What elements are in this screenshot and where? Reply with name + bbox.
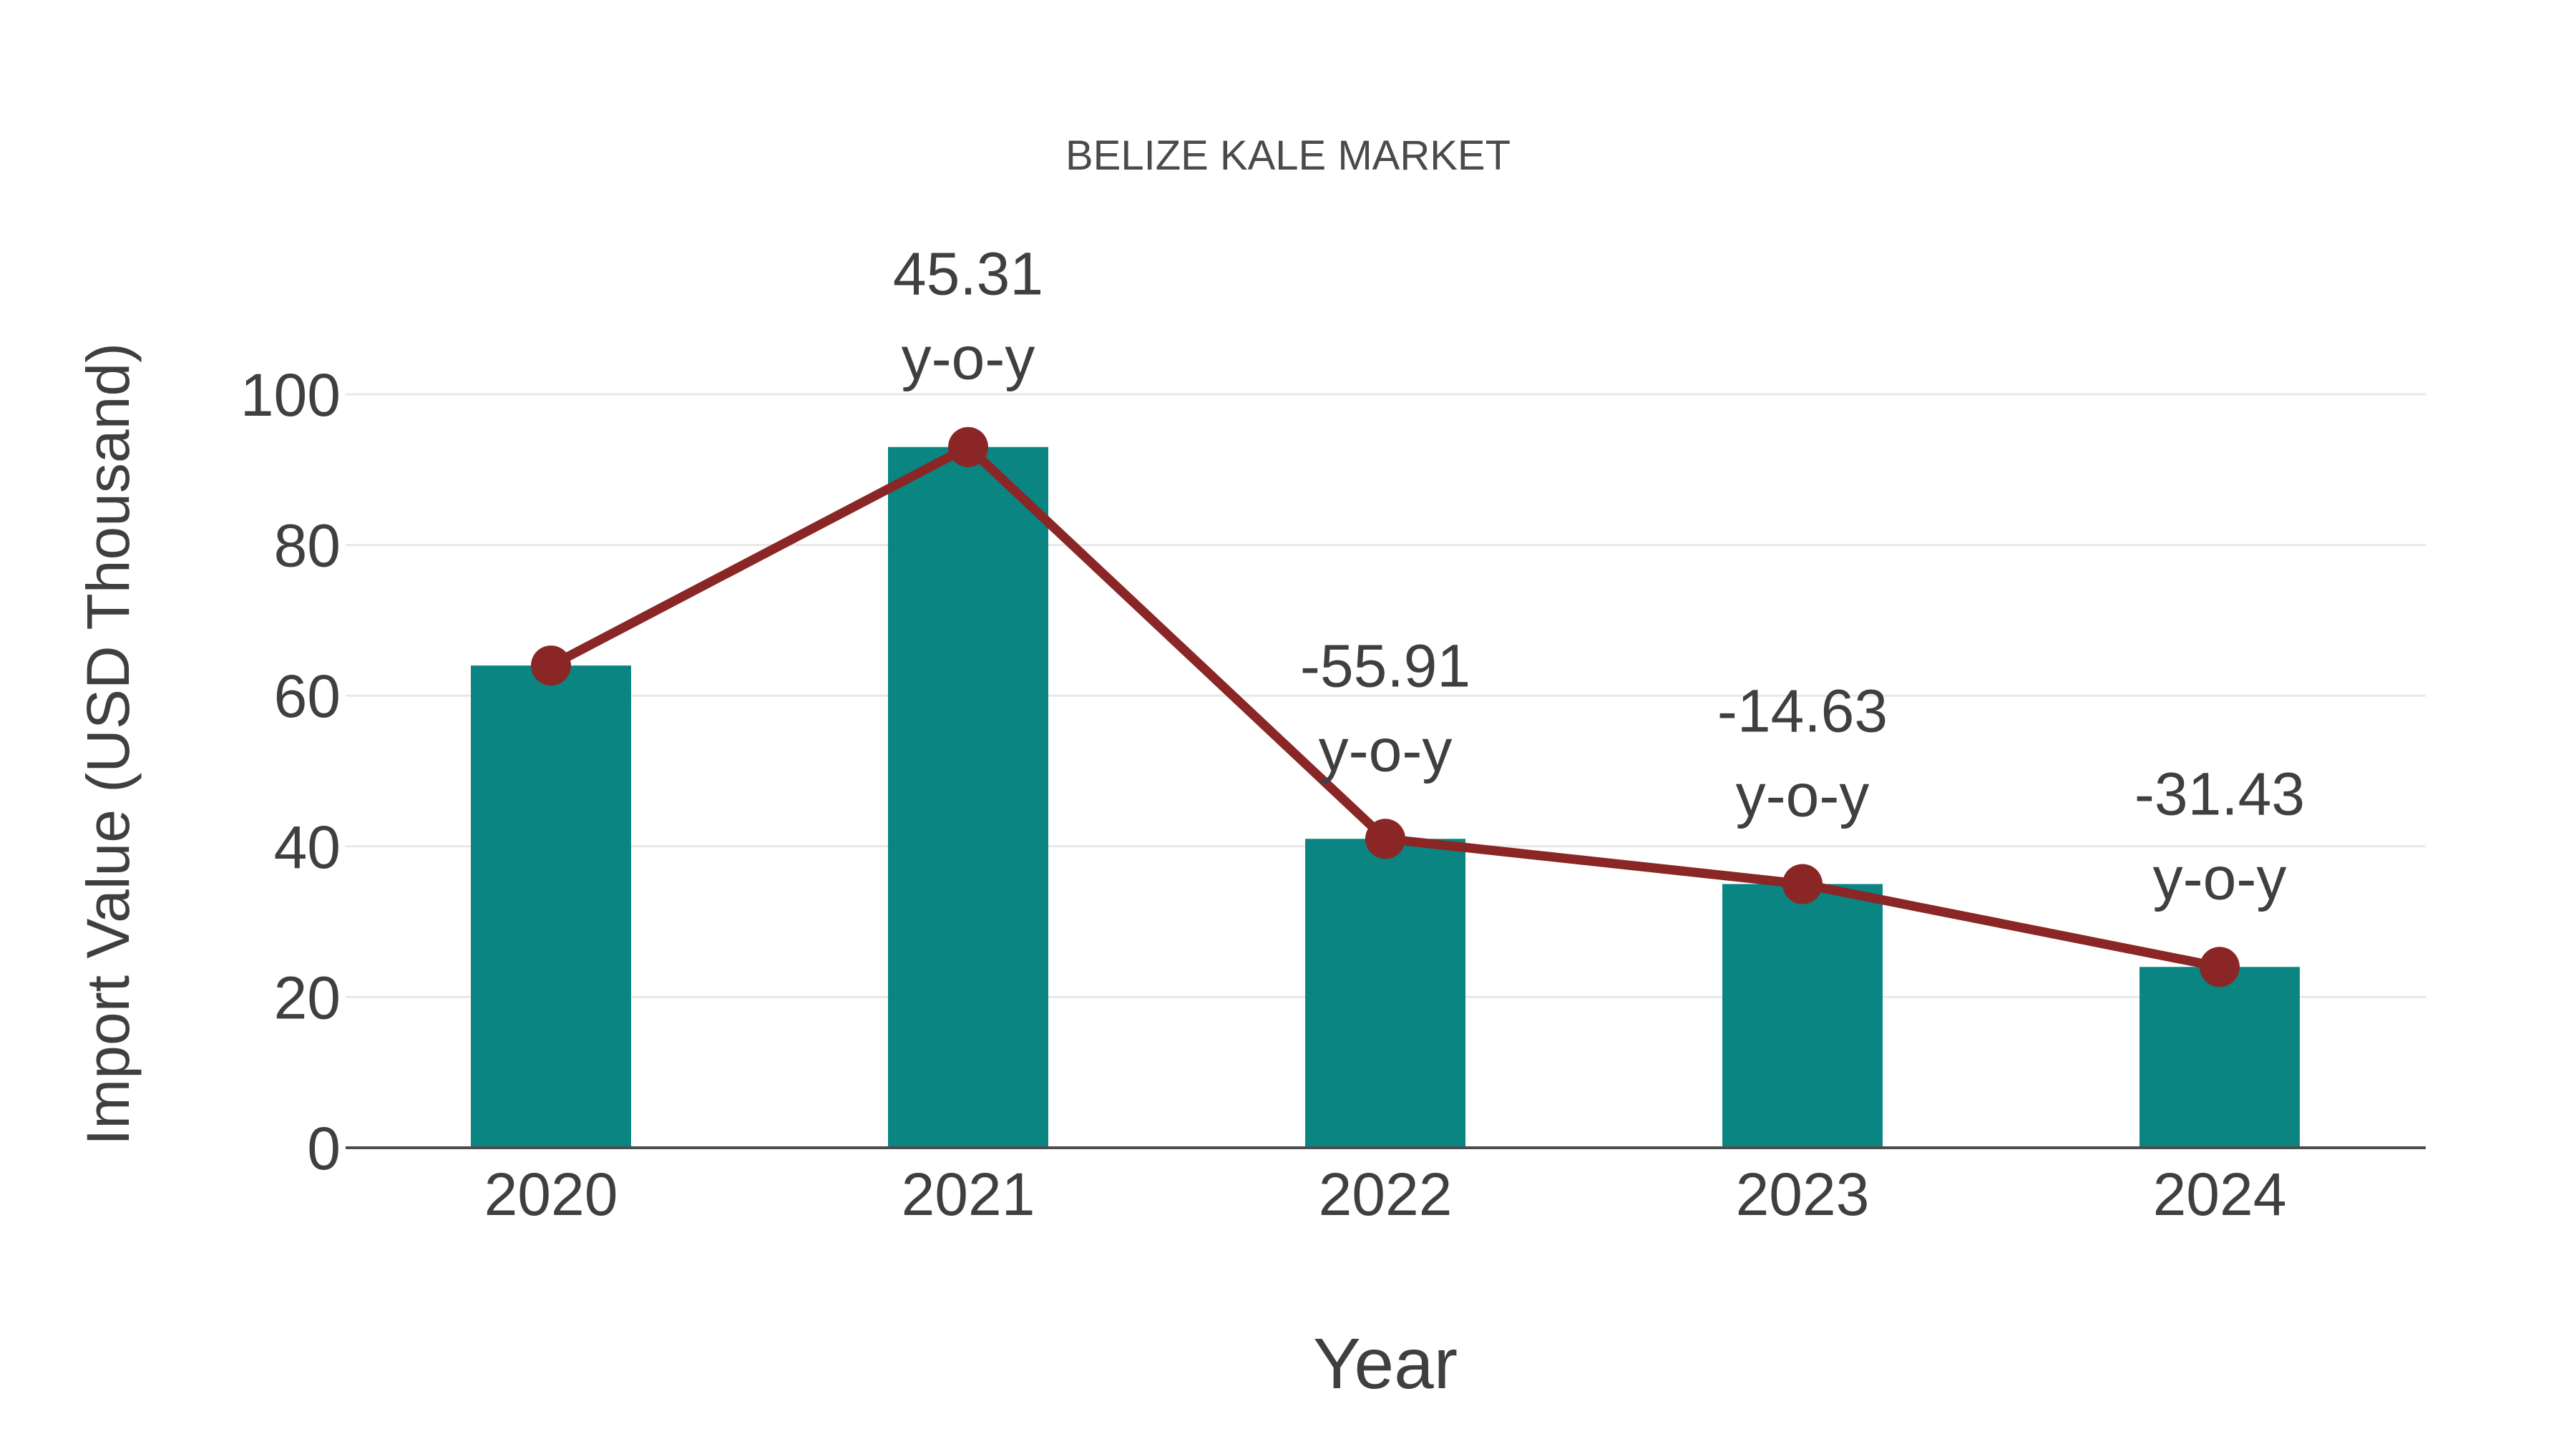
x-tick-label-2023: 2023 <box>1736 1161 1870 1228</box>
annotation-suffix-2023: y-o-y <box>1736 761 1870 829</box>
annotation-value-2024: -31.43 <box>2135 760 2305 827</box>
y-tick-label-80: 80 <box>274 512 341 580</box>
annotation-suffix-2021: y-o-y <box>902 325 1035 392</box>
x-tick-label-2020: 2020 <box>484 1161 618 1228</box>
marker-2023 <box>1782 864 1823 904</box>
y-tick-label-60: 60 <box>274 663 341 730</box>
y-tick-label-100: 100 <box>240 361 341 429</box>
bar-2024 <box>2140 967 2300 1148</box>
y-tick-label-0: 0 <box>307 1115 341 1182</box>
x-tick-label-2022: 2022 <box>1319 1161 1453 1228</box>
x-tick-label-2024: 2024 <box>2153 1161 2287 1228</box>
annotation-value-2021: 45.31 <box>893 240 1043 308</box>
bar-2021 <box>888 447 1048 1148</box>
y-tick-label-40: 40 <box>274 814 341 881</box>
annotation-suffix-2024: y-o-y <box>2153 844 2287 912</box>
marker-2021 <box>948 426 988 467</box>
marker-2020 <box>531 645 571 686</box>
x-tick-label-2021: 2021 <box>902 1161 1035 1228</box>
annotation-value-2022: -55.91 <box>1300 632 1470 699</box>
y-tick-label-20: 20 <box>274 964 341 1031</box>
bar-2023 <box>1722 884 1883 1148</box>
marker-2022 <box>1365 819 1405 859</box>
x-axis-title: Year <box>1313 1324 1458 1404</box>
chart-title: BELIZE KALE MARKET <box>1065 132 1511 179</box>
y-axis-title: Import Value (USD Thousand) <box>74 343 142 1146</box>
annotation-suffix-2022: y-o-y <box>1319 716 1453 784</box>
bar-2020 <box>471 665 631 1148</box>
marker-2024 <box>2200 947 2240 987</box>
bar-2022 <box>1305 839 1465 1148</box>
annotation-value-2023: -14.63 <box>1717 677 1888 744</box>
